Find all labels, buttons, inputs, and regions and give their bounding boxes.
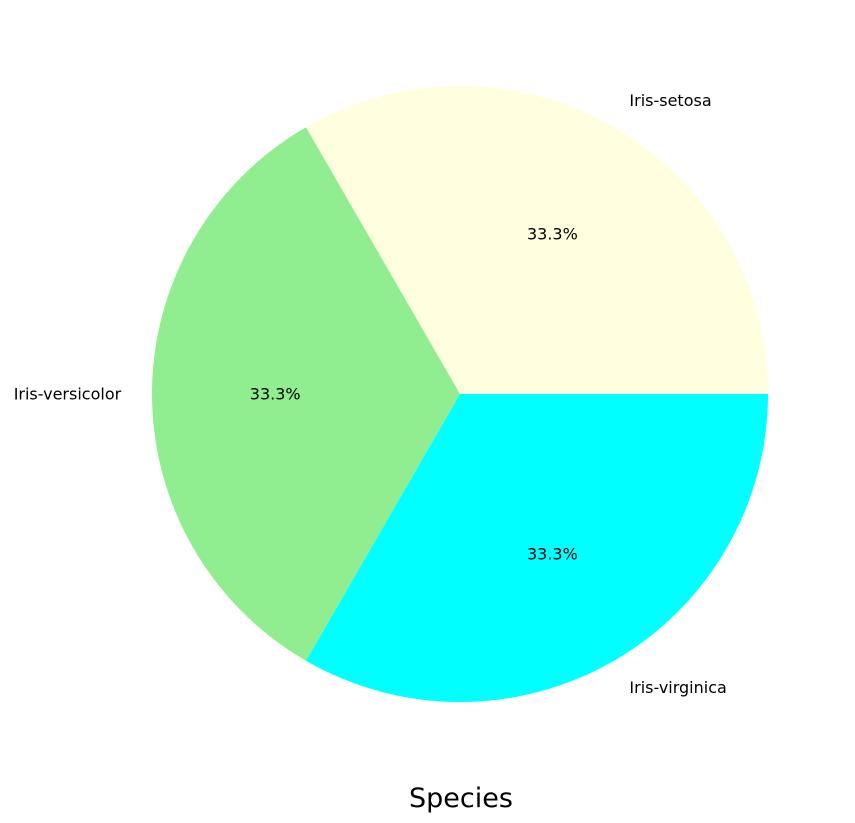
pie-percent-label: 33.3%: [527, 224, 578, 243]
pie-slices: [152, 85, 768, 702]
pie-slice-iris-setosa: [306, 85, 768, 394]
pie-category-label: Iris-versicolor: [14, 385, 122, 404]
pie-category-label: Iris-virginica: [629, 678, 726, 697]
pie-percent-label: 33.3%: [250, 385, 301, 404]
pie-labels: Iris-setosa 33.3% Iris-versicolor 33.3% Iris…: [14, 91, 727, 697]
chart-xlabel: Species: [409, 783, 513, 814]
pie-category-label: Iris-setosa: [629, 91, 711, 110]
pie-percent-label: 33.3%: [527, 545, 578, 564]
pie-slice-iris-virginica: [306, 394, 768, 702]
